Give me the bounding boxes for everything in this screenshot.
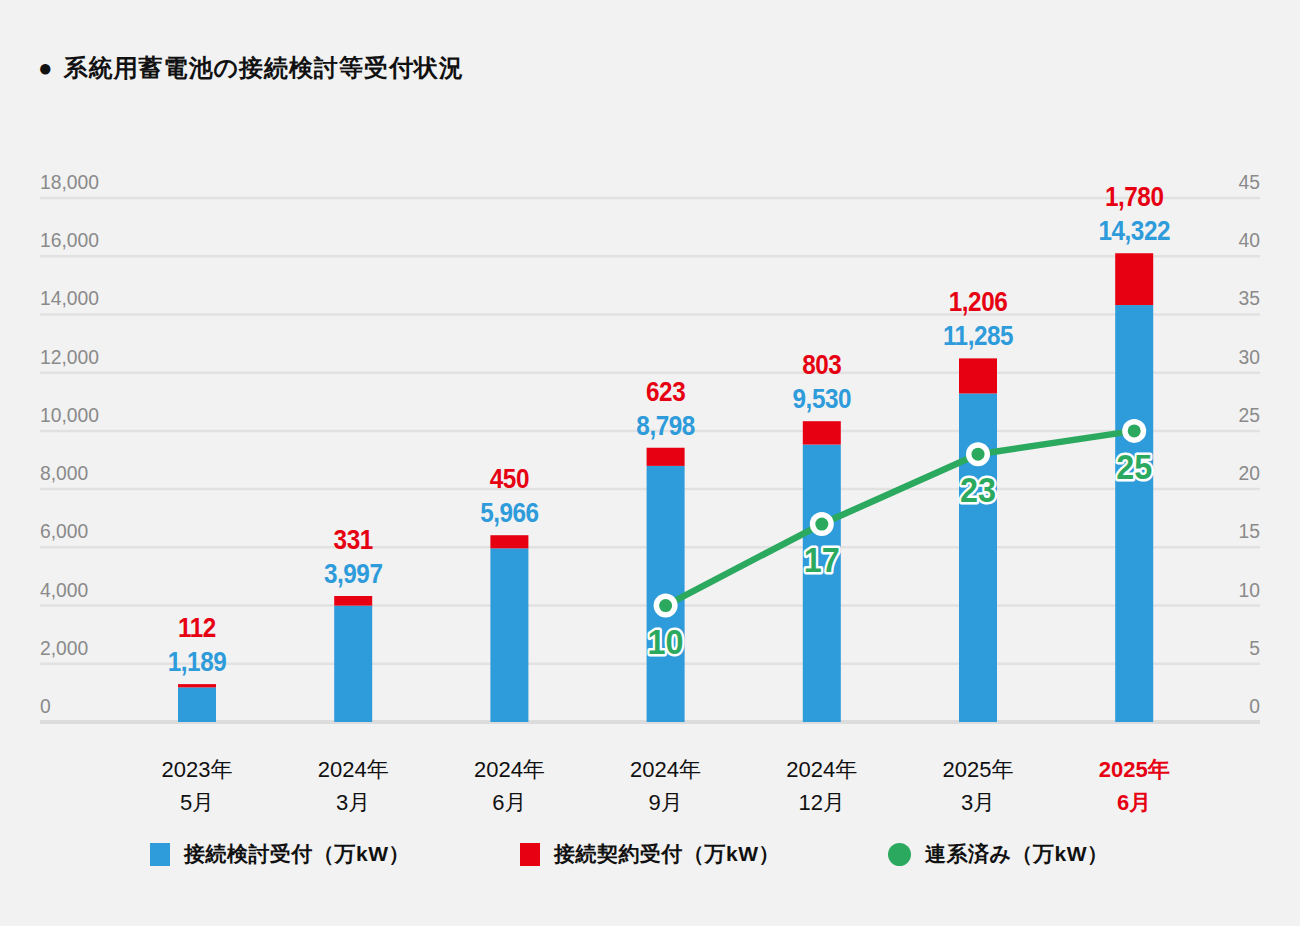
legend-item-contract-applications: 接続契約受付（万kW） [520,840,780,868]
legend-label: 連系済み（万kW） [925,840,1109,868]
svg-text:0: 0 [1249,694,1260,717]
svg-text:9,530: 9,530 [793,384,852,413]
svg-text:12,000: 12,000 [40,345,99,368]
svg-text:6,000: 6,000 [40,520,88,543]
svg-text:5: 5 [1249,636,1260,659]
svg-text:2023年: 2023年 [162,757,233,782]
legend-label: 接続契約受付（万kW） [554,840,780,868]
svg-text:4,000: 4,000 [40,578,88,601]
chart-legend: 接続検討受付（万kW） 接続契約受付（万kW） 連系済み（万kW） [0,840,1300,872]
svg-text:10: 10 [1239,578,1260,601]
legend-item-study-applications: 接続検討受付（万kW） [150,840,410,868]
legend-item-connected: 連系済み（万kW） [888,840,1109,868]
svg-text:9月: 9月 [648,790,682,815]
svg-text:17: 17 [804,539,840,579]
svg-text:14,000: 14,000 [40,287,99,310]
svg-text:623: 623 [646,377,685,406]
svg-text:16,000: 16,000 [40,228,99,251]
svg-text:5月: 5月 [180,790,214,815]
legend-swatch-green-circle [888,843,911,866]
svg-text:3月: 3月 [336,790,370,815]
svg-text:30: 30 [1239,345,1260,368]
svg-text:450: 450 [490,464,529,493]
svg-text:2024年: 2024年 [786,757,857,782]
svg-text:11,285: 11,285 [943,321,1013,350]
svg-text:3,997: 3,997 [324,559,383,588]
svg-text:14,322: 14,322 [1098,216,1170,245]
svg-text:2024年: 2024年 [318,757,389,782]
svg-text:1,189: 1,189 [168,647,227,676]
svg-text:3月: 3月 [961,790,995,815]
svg-text:18,000: 18,000 [40,170,99,193]
svg-text:25: 25 [1116,446,1152,486]
svg-text:10,000: 10,000 [40,403,99,426]
legend-swatch-red-square [520,843,540,866]
svg-text:331: 331 [334,525,373,554]
svg-text:15: 15 [1239,520,1260,543]
svg-text:12月: 12月 [799,790,845,815]
svg-text:1,206: 1,206 [949,287,1008,316]
svg-text:2,000: 2,000 [40,636,88,659]
svg-text:803: 803 [802,350,841,379]
svg-text:2024年: 2024年 [630,757,701,782]
svg-text:45: 45 [1239,170,1260,193]
svg-text:8,000: 8,000 [40,461,88,484]
svg-text:8,798: 8,798 [636,411,695,440]
svg-text:5,966: 5,966 [480,498,539,527]
chart-page: ● 系統用蓄電池の接続検討等受付状況 002,00054,000106,0001… [0,0,1300,926]
svg-text:6月: 6月 [1117,790,1151,815]
svg-text:1,780: 1,780 [1105,182,1164,211]
chart-canvas: 0 0 2,000 5 4,000 10 6,000 15 8,000 20 10,000 25 12,… [0,0,1300,926]
svg-text:40: 40 [1239,228,1260,251]
svg-text:10: 10 [648,621,684,661]
svg-text:0: 0 [40,694,51,717]
legend-swatch-blue-square [150,843,170,866]
legend-label: 接続検討受付（万kW） [184,840,410,868]
svg-text:23: 23 [960,470,996,510]
svg-text:35: 35 [1239,287,1260,310]
svg-text:6月: 6月 [492,790,526,815]
svg-text:20: 20 [1239,461,1260,484]
svg-text:2024年: 2024年 [474,757,545,782]
svg-text:112: 112 [178,613,216,642]
svg-text:25: 25 [1239,403,1260,426]
svg-text:2025年: 2025年 [943,757,1014,782]
svg-text:2025年: 2025年 [1099,757,1170,782]
